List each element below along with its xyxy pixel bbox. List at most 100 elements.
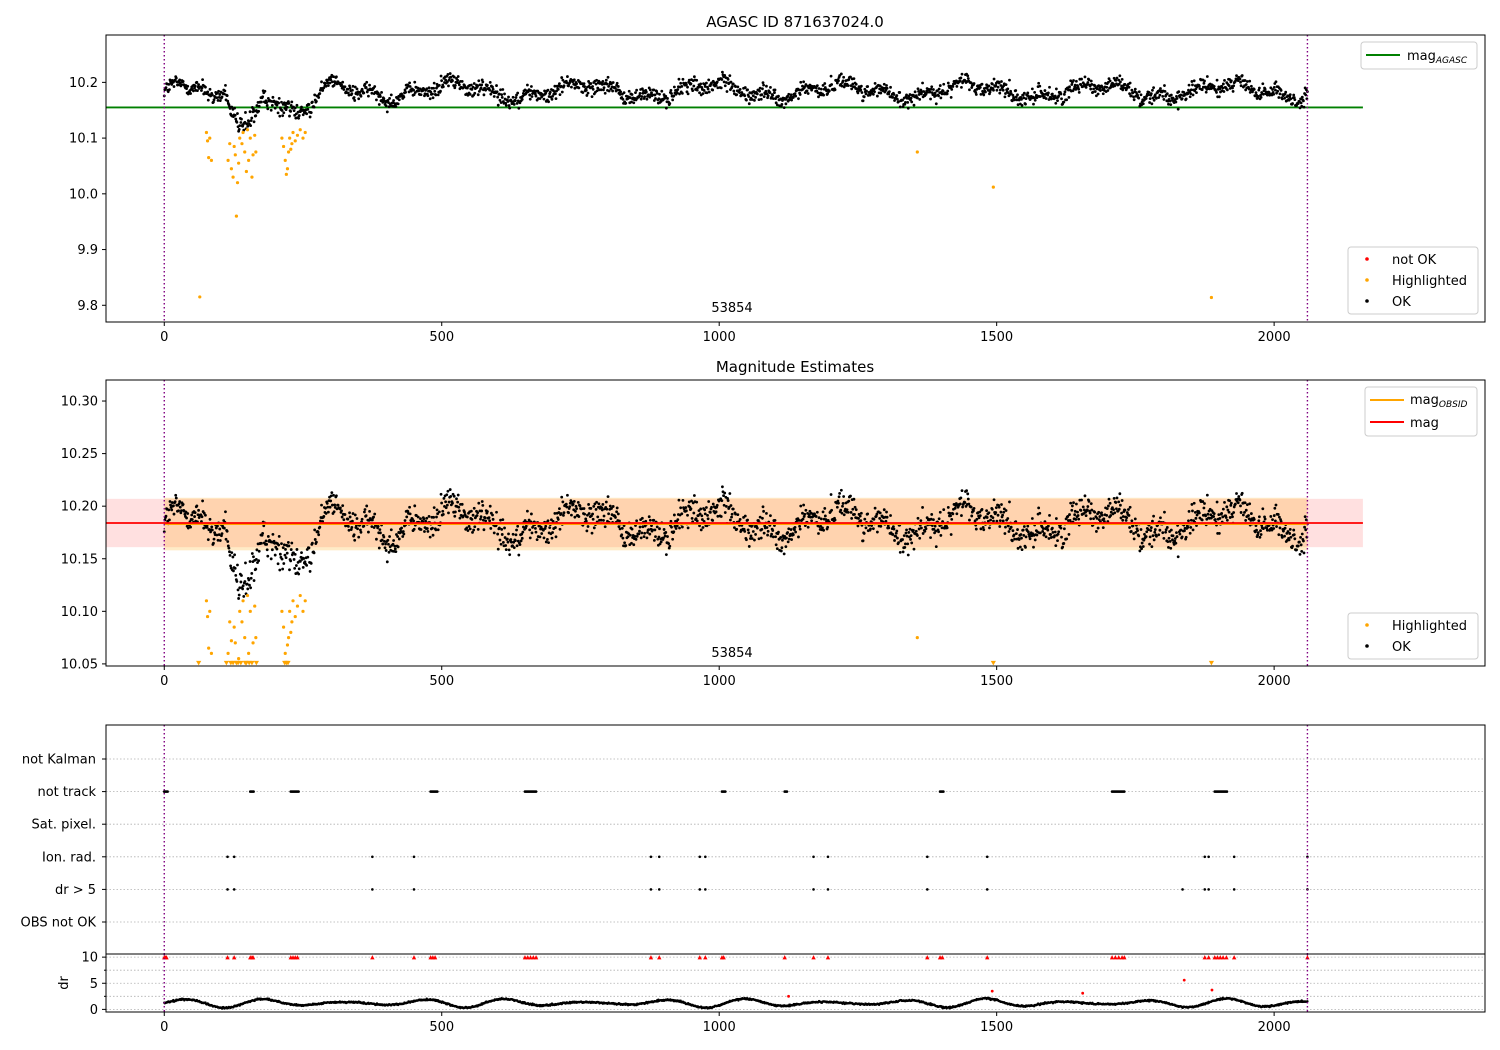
magnitude-ok-point — [1077, 517, 1081, 521]
agasc-ok-point — [488, 88, 492, 92]
agasc-ok-point — [821, 83, 825, 87]
magnitude-ok-point — [1000, 503, 1003, 506]
agasc-ok-point — [174, 76, 178, 80]
agasc-ok-point — [1203, 79, 1206, 83]
agasc-ok-point — [263, 89, 267, 93]
magnitude-highlighted-point — [243, 636, 247, 640]
magnitude-ytick-label: 10.10 — [61, 605, 98, 620]
magnitude-ok-point — [1102, 517, 1106, 521]
agasc-ok-point — [780, 102, 784, 106]
agasc-ok-point — [290, 100, 294, 104]
magnitude-ok-point — [254, 557, 258, 561]
magnitude-ok-point — [1259, 529, 1262, 533]
magnitude-ok-point — [318, 525, 322, 529]
magnitude-ok-point — [914, 529, 918, 533]
magnitude-ok-point — [1079, 508, 1083, 512]
magnitude-ok-point — [546, 538, 549, 541]
magnitude-ok-point — [1259, 533, 1263, 536]
agasc-ok-point — [499, 101, 503, 104]
magnitude-ok-point — [909, 537, 912, 541]
magnitude-ok-point — [840, 511, 844, 515]
flag-point — [826, 888, 830, 891]
magnitude-ok-point — [542, 536, 546, 540]
agasc-ok-point — [416, 86, 420, 90]
agasc-ok-point — [212, 98, 216, 102]
magnitude-ok-point — [550, 518, 553, 522]
agasc-ok-point — [551, 94, 554, 98]
magnitude-ok-point — [991, 516, 995, 520]
agasc-ok-point — [1257, 86, 1261, 90]
magnitude-ok-point — [863, 517, 867, 521]
magnitude-ok-point — [226, 544, 230, 548]
agasc-ok-point — [679, 81, 683, 85]
magnitude-ok-point — [436, 528, 440, 532]
agasc-ok-point — [801, 84, 804, 88]
magnitude-ok-point — [987, 511, 991, 515]
magnitude-ok-point — [946, 506, 950, 509]
magnitude-ok-point — [550, 536, 554, 540]
magnitude-ok-point — [634, 537, 638, 541]
magnitude-ok-point — [845, 508, 849, 512]
magnitude-ok-point — [1293, 537, 1297, 541]
agasc-ok-point — [1056, 99, 1059, 103]
agasc-ok-point — [457, 83, 461, 87]
magnitude-ok-point — [357, 535, 361, 539]
magnitude-ok-point — [1191, 528, 1195, 532]
agasc-ok-point — [698, 91, 701, 95]
magnitude-ok-point — [402, 532, 406, 536]
magnitude-ok-point — [679, 506, 683, 510]
agasc-ok-point — [972, 82, 976, 85]
magnitude-ok-point — [241, 587, 245, 591]
magnitude-ok-point — [1243, 501, 1247, 505]
magnitude-ok-point — [1004, 525, 1007, 529]
magnitude-ok-point — [833, 518, 837, 522]
magnitude-ok-point — [488, 519, 492, 523]
agasc-ok-point — [405, 86, 409, 90]
agasc-ok-point — [1128, 81, 1132, 85]
flag-not-track-point — [166, 790, 169, 793]
agasc-ok-point — [607, 84, 611, 88]
agasc-ok-point — [1119, 80, 1122, 84]
agasc-ok-point — [417, 89, 421, 93]
magnitude-ok-point — [618, 519, 621, 523]
agasc-ok-point — [367, 94, 370, 98]
magnitude-ok-point — [517, 553, 521, 557]
magnitude-ok-point — [333, 503, 337, 507]
agasc-ok-point — [261, 95, 265, 99]
magnitude-ok-point — [1129, 530, 1133, 533]
magnitude-ok-point — [632, 543, 636, 547]
agasc-highlighted-point — [208, 136, 212, 140]
magnitude-ok-point — [875, 530, 879, 534]
agasc-ok-point — [396, 102, 400, 106]
magnitude-ok-point — [1252, 518, 1256, 521]
magnitude-ok-point — [387, 542, 390, 546]
magnitude-ok-point — [770, 532, 773, 536]
magnitude-ok-point — [1001, 519, 1005, 523]
agasc-ok-point — [376, 91, 380, 95]
magnitude-ok-point — [909, 534, 913, 538]
agasc-ok-point — [817, 87, 821, 90]
magnitude-ok-point — [326, 505, 330, 509]
magnitude-ok-point — [562, 511, 566, 515]
agasc-ok-point — [470, 87, 474, 91]
magnitude-ok-point — [222, 526, 226, 530]
agasc-ok-point — [1189, 88, 1193, 92]
agasc-ok-point — [307, 103, 311, 106]
magnitude-ok-point — [1089, 517, 1093, 521]
agasc-ok-point — [254, 114, 258, 118]
agasc-ok-point — [1083, 75, 1087, 79]
magnitude-ok-point — [1136, 529, 1139, 533]
magnitude-ok-point — [960, 514, 963, 517]
agasc-ok-point — [239, 121, 243, 124]
agasc-ok-point — [484, 88, 488, 92]
magnitude-ok-point — [648, 518, 652, 522]
magnitude-ok-point — [476, 511, 480, 515]
magnitude-ok-point — [435, 515, 438, 519]
magnitude-ok-point — [701, 526, 705, 529]
agasc-ok-point — [1130, 88, 1134, 92]
agasc-ok-point — [1191, 83, 1194, 87]
magnitude-ok-point — [574, 504, 578, 508]
magnitude-ok-point — [534, 530, 538, 534]
agasc-highlighted-point — [234, 214, 239, 218]
agasc-ok-point — [714, 83, 718, 87]
